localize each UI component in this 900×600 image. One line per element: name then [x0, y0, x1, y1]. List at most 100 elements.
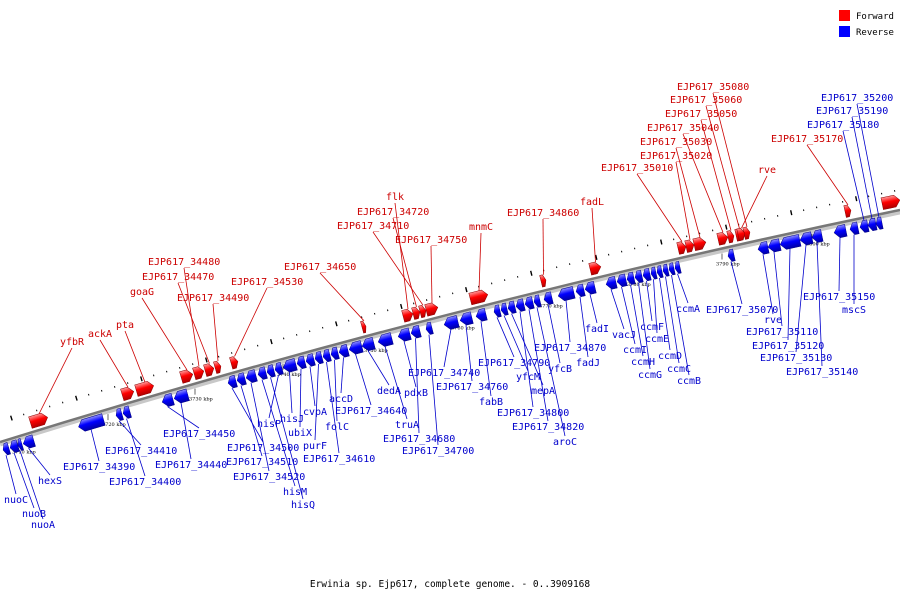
- tick-label: 3740 kbp: [277, 372, 301, 378]
- reverse-gene-label: EJP617_34760: [436, 382, 508, 393]
- scale-dot: [894, 190, 896, 192]
- forward-gene-label: EJP617_34530: [231, 277, 303, 288]
- scale-dot: [153, 374, 155, 377]
- tick-label: 3710 kbp: [12, 449, 36, 455]
- forward-gene-arrow: [424, 302, 439, 317]
- scale-dot: [880, 192, 883, 195]
- forward-label-line: [741, 175, 768, 229]
- reverse-gene-arrow: [425, 321, 434, 335]
- reverse-gene-arrow: [849, 221, 860, 235]
- scale-dot: [75, 395, 78, 401]
- reverse-label-line: [240, 385, 263, 457]
- reverse-gene-label: ccmH: [631, 357, 655, 368]
- reverse-label-line: [565, 300, 571, 343]
- reverse-label-line: [653, 279, 658, 334]
- reverse-gene-label: hexS: [38, 476, 62, 487]
- scale-dot: [374, 312, 376, 315]
- reverse-gene-label: EJP617_35150: [803, 292, 875, 303]
- reverse-label-line: [511, 313, 544, 386]
- scale-dot: [127, 382, 129, 384]
- scale-dot: [399, 303, 403, 310]
- forward-label-line: [705, 105, 740, 229]
- forward-label-line: [700, 119, 732, 231]
- reverse-gene-arrow: [338, 344, 350, 358]
- forward-gene-label: yfbR: [60, 337, 85, 348]
- forward-label-line: [141, 297, 188, 371]
- reverse-label-line: [367, 350, 390, 386]
- reverse-label-line: [659, 277, 671, 351]
- reverse-gene-label: fadJ: [576, 358, 600, 369]
- scale-dot: [868, 195, 870, 198]
- reverse-label-line: [671, 275, 690, 376]
- forward-gene-arrow: [229, 356, 239, 370]
- reverse-gene-arrow: [634, 269, 644, 284]
- reverse-label-line: [118, 420, 142, 446]
- reverse-gene-arrow: [397, 327, 412, 342]
- reverse-gene-arrow: [543, 291, 554, 305]
- reverse-gene-label: EJP617_35110: [746, 327, 818, 338]
- reverse-gene-label: ccmF: [640, 322, 664, 333]
- reverse-label-line: [180, 402, 192, 460]
- forward-label-line: [636, 173, 683, 242]
- reverse-label-line: [762, 254, 774, 315]
- scale-dot: [205, 357, 208, 363]
- reverse-gene-arrow: [524, 296, 535, 310]
- reverse-gene-label: truA: [395, 420, 419, 431]
- forward-gene-arrow: [588, 261, 602, 276]
- reverse-label-line: [5, 455, 17, 495]
- scale-ticks: 3710 kbp 3720 kbp 3730 kbp 3740 kbp 3750 kbp…: [12, 233, 830, 455]
- scale-dot: [582, 260, 584, 262]
- reverse-gene-arrow: [727, 248, 736, 262]
- reverse-gene-arrow: [377, 332, 394, 347]
- forward-gene-arrow: [28, 412, 48, 429]
- reverse-gene-arrow: [305, 353, 316, 367]
- scale-dot: [724, 224, 728, 230]
- forward-gene-arrow: [120, 386, 135, 401]
- reverse-label-line: [465, 325, 473, 382]
- reverse-label-line: [730, 261, 743, 305]
- reverse-gene-label: EJP617_34500: [227, 443, 299, 454]
- scale-dot: [673, 238, 675, 241]
- scale-dot: [660, 239, 663, 245]
- scale-dot: [686, 235, 688, 238]
- forward-gene-arrow: [684, 239, 695, 253]
- reverse-gene-label: purF: [303, 441, 327, 452]
- reverse-gene-arrow: [515, 298, 526, 312]
- reverse-gene-arrow: [662, 263, 670, 277]
- reverse-label-line: [428, 334, 439, 446]
- reverse-label-line: [261, 379, 296, 487]
- reverse-gene-label: folC: [325, 422, 349, 433]
- forward-gene-label: EJP617_34720: [357, 207, 429, 218]
- reverse-label-line: [795, 244, 807, 353]
- reverse-gene-label: yfcB: [548, 364, 572, 375]
- forward-label-line: [591, 207, 596, 263]
- reverse-gene-arrow: [650, 266, 658, 280]
- scale-dot: [439, 295, 441, 298]
- scale-dot: [166, 370, 168, 373]
- reverse-gene-label: EJP617_35180: [807, 120, 879, 131]
- reverse-gene-arrow: [668, 262, 676, 276]
- reverse-label-line: [443, 328, 452, 368]
- reverse-gene-arrow: [17, 438, 24, 451]
- tick-label: 3720 kbp: [102, 422, 126, 428]
- reverse-gene-arrow: [533, 294, 542, 308]
- scale-dot: [829, 203, 831, 206]
- forward-gene-arrow: [726, 230, 735, 244]
- forward-gene-arrow: [411, 306, 421, 320]
- reverse-gene-arrow: [626, 271, 636, 285]
- scale-dot: [426, 299, 428, 301]
- scale-dot: [491, 282, 493, 285]
- reverse-gene-label: dedA: [377, 386, 401, 397]
- forward-gene-arrow: [418, 305, 427, 319]
- reverse-gene-label: hisM: [283, 487, 307, 498]
- reverse-gene-arrow: [348, 340, 364, 355]
- forward-gene-label: EJP617_35030: [640, 137, 712, 148]
- scale-dot: [452, 292, 454, 295]
- forward-gene-arrow: [843, 204, 852, 218]
- reverse-gene-label: EJP617_34740: [408, 368, 480, 379]
- reverse-gene-arrow: [361, 337, 376, 352]
- forward-label-line: [478, 232, 482, 291]
- scale-dot: [530, 270, 533, 276]
- reverse-gene-arrow: [236, 372, 247, 386]
